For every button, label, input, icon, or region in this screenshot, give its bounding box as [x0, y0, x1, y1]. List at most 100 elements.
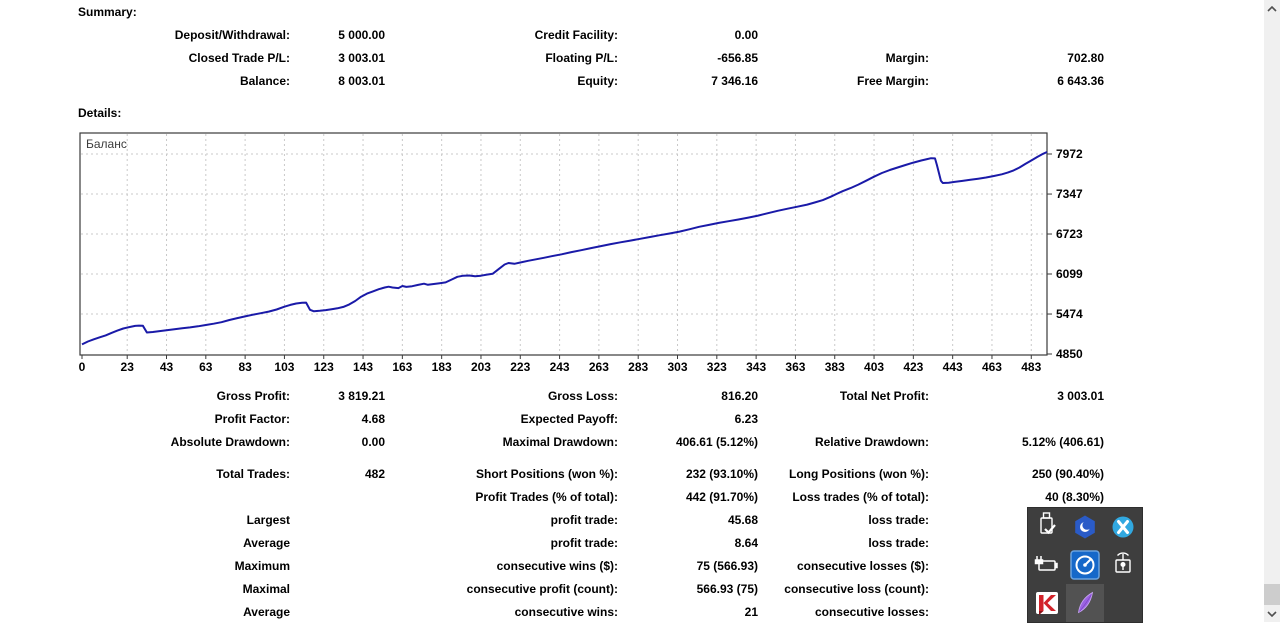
vertical-scrollbar[interactable]: [1264, 0, 1280, 622]
stat-value: 816.20: [721, 389, 758, 403]
stat-value: 442 (91.70%): [685, 490, 758, 504]
stat-value: [290, 486, 385, 509]
stat-value: 5 000.00: [338, 28, 385, 42]
stat-label: Maximal Drawdown:: [502, 435, 618, 449]
stat-label: Profit Factor:: [214, 412, 290, 426]
stat-label: Deposit/Withdrawal:: [174, 28, 290, 42]
stat-value: 45.68: [727, 513, 758, 527]
purple-feather-icon[interactable]: [1066, 584, 1104, 622]
y-axis-tick-label: 6723: [1056, 227, 1083, 241]
stat-label: consecutive losses ($):: [796, 559, 929, 573]
kaspersky-icon[interactable]: [1028, 584, 1066, 622]
x-axis-tick-label: 223: [510, 360, 530, 374]
stat-label: Credit Facility:: [534, 28, 618, 42]
stat-value: 406.61 (5.12%): [675, 435, 758, 449]
stat-label: Margin:: [885, 51, 929, 65]
stat-value: [929, 408, 1104, 431]
x-axis-tick-label: 123: [314, 360, 334, 374]
stat-value: 8.64: [734, 536, 758, 550]
hexagon-crescent-app-icon[interactable]: [1066, 508, 1104, 546]
summary-heading: Summary:: [78, 5, 137, 19]
x-axis-tick-label: 303: [667, 360, 687, 374]
stat-value: 482: [364, 467, 385, 481]
stat-value: 250 (90.40%): [1031, 467, 1104, 481]
x-axis-tick-label: 403: [864, 360, 884, 374]
y-axis-tick-label: 7347: [1056, 187, 1083, 201]
stat-label: Absolute Drawdown:: [170, 435, 290, 449]
x-axis-tick-label: 43: [160, 360, 174, 374]
stat-label: Largest: [246, 513, 290, 527]
x-axis-tick-label: 183: [432, 360, 452, 374]
x-axis-tick-label: 263: [589, 360, 609, 374]
stat-label: Maximal: [242, 582, 290, 596]
stat-label: Gross Profit:: [216, 389, 290, 403]
stat-label: Total Trades:: [216, 467, 290, 481]
stat-label: consecutive profit (count):: [466, 582, 618, 596]
stat-label: Profit Trades (% of total):: [475, 490, 618, 504]
x-axis-tick-label: 383: [825, 360, 845, 374]
y-axis-tick-label: 4850: [1056, 347, 1083, 361]
stat-value: 232 (93.10%): [685, 467, 758, 481]
x-axis-tick-label: 0: [79, 360, 86, 374]
stat-label: loss trade:: [868, 536, 929, 550]
x-axis-tick-label: 343: [746, 360, 766, 374]
stat-label: consecutive losses:: [814, 605, 929, 619]
profit-stats-table: Gross Profit: 3 819.21 Gross Loss: 816.20 To…: [0, 385, 1104, 454]
stat-label: consecutive loss (count):: [784, 582, 929, 596]
chart-legend-balance: Баланс: [86, 137, 127, 151]
x-axis-tick-label: 443: [943, 360, 963, 374]
usb-safely-remove-icon[interactable]: [1028, 508, 1066, 546]
stat-label: Short Positions (won %):: [476, 467, 618, 481]
hotspot-lock-icon[interactable]: [1104, 546, 1142, 584]
stat-value: 21: [744, 605, 758, 619]
x-axis-tick-label: 23: [121, 360, 135, 374]
x-axis-tick-label: 363: [785, 360, 805, 374]
scrollbar-thumb[interactable]: [1264, 584, 1280, 606]
stat-value: 7 346.16: [711, 74, 758, 88]
x-axis-tick-label: 283: [628, 360, 648, 374]
stat-value: [290, 532, 385, 555]
details-heading: Details:: [78, 106, 122, 120]
stat-value: 5.12% (406.61): [1021, 435, 1104, 449]
scroll-up-button[interactable]: [1264, 0, 1280, 17]
y-axis-tick-label: 6099: [1056, 267, 1083, 281]
x-axis-tick-label: 463: [982, 360, 1002, 374]
x-axis-tick-label: 243: [550, 360, 570, 374]
stat-value: 3 819.21: [338, 389, 385, 403]
stat-label: Balance:: [239, 74, 290, 88]
blue-circle-tools-icon[interactable]: [1104, 508, 1142, 546]
stat-value: 6 643.36: [1057, 74, 1104, 88]
stat-label: Long Positions (won %):: [789, 467, 929, 481]
stat-value: 8 003.01: [338, 74, 385, 88]
stat-label: Floating P/L:: [545, 51, 618, 65]
y-axis-tick-label: 7972: [1056, 147, 1083, 161]
x-axis-tick-label: 163: [392, 360, 412, 374]
power-battery-icon[interactable]: [1028, 546, 1066, 584]
stat-value: 75 (566.93): [696, 559, 758, 573]
stat-label: Free Margin:: [856, 74, 929, 88]
system-tray-popup: [1028, 508, 1142, 622]
stat-label: Total Net Profit:: [839, 389, 929, 403]
scroll-down-button[interactable]: [1264, 605, 1280, 622]
x-axis-tick-label: 483: [1021, 360, 1041, 374]
x-axis-tick-label: 143: [353, 360, 373, 374]
x-axis-tick-label: 323: [707, 360, 727, 374]
stat-value: 566.93 (75): [696, 582, 758, 596]
stat-label: Average: [243, 536, 290, 550]
network-gauge-icon[interactable]: [1066, 546, 1104, 584]
stat-label: Relative Drawdown:: [814, 435, 929, 449]
x-axis-tick-label: 203: [471, 360, 491, 374]
stat-value: [290, 601, 385, 624]
stat-value: 4.68: [361, 412, 385, 426]
stat-label: loss trade:: [868, 513, 929, 527]
x-axis-tick-label: 83: [238, 360, 252, 374]
stat-value: 702.80: [1067, 51, 1104, 65]
stat-label: consecutive wins ($):: [496, 559, 618, 573]
stat-label: consecutive wins:: [514, 605, 618, 619]
stat-value: -656.85: [717, 51, 758, 65]
stat-label: Gross Loss:: [547, 389, 618, 403]
stat-label: Average: [243, 605, 290, 619]
stat-value: [290, 509, 385, 532]
stat-label: [0, 486, 290, 509]
